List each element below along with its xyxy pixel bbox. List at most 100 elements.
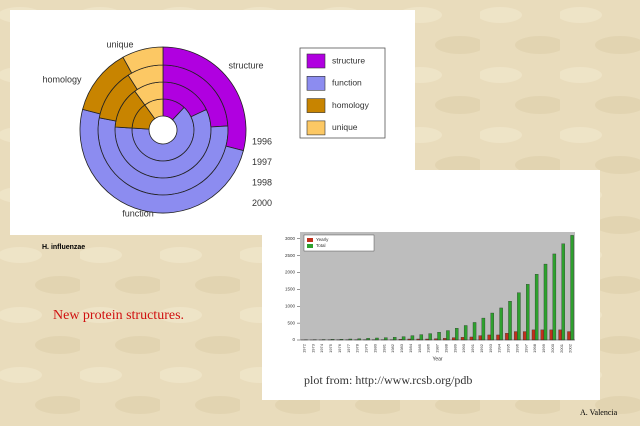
caption: New protein structures. [53, 308, 184, 323]
x-axis-label: Year [432, 356, 442, 362]
bar [508, 301, 512, 341]
x-tick-label: 1999 [541, 343, 546, 353]
x-tick-label: 1988 [443, 343, 448, 353]
ring-label: 1998 [252, 177, 272, 187]
bar [499, 307, 503, 341]
bar [460, 337, 465, 341]
y-tick-label: 1500 [285, 287, 296, 292]
bar [375, 337, 379, 341]
x-tick-label: 1991 [470, 343, 475, 353]
x-tick-label: 2000 [550, 343, 555, 353]
y-tick-label: 1000 [285, 303, 296, 308]
legend-label: unique [332, 122, 358, 132]
x-tick-label: 1992 [479, 343, 484, 353]
x-tick-label: 1981 [381, 343, 386, 353]
bar [487, 334, 491, 341]
slice-label: unique [106, 39, 133, 49]
y-tick-label: 3000 [285, 236, 296, 241]
x-tick-label: 2002 [568, 343, 573, 353]
legend-box [303, 234, 375, 252]
bar [505, 333, 509, 341]
legend-swatch [306, 98, 326, 113]
legend-label: Total [316, 243, 326, 248]
y-tick-label: 2500 [285, 253, 296, 258]
x-tick-label: 1998 [532, 343, 537, 353]
bar [451, 337, 456, 341]
bar [552, 253, 557, 341]
bar [549, 329, 553, 341]
bar [446, 330, 450, 341]
bar [570, 235, 574, 341]
bar [567, 331, 571, 341]
x-tick-label: 1996 [514, 343, 519, 353]
x-tick-label: 1977 [346, 343, 351, 353]
x-tick-label: 2001 [559, 343, 564, 353]
x-tick-label: 1985 [417, 343, 422, 353]
source: plot from: http://www.rcsb.org/pdb [304, 373, 472, 387]
legend-label: homology [332, 100, 370, 110]
pie-segment [122, 46, 164, 74]
bar [514, 331, 518, 341]
bar [496, 334, 500, 341]
legend-swatch [306, 120, 326, 136]
x-tick-label: 1974 [319, 343, 324, 353]
x-tick-label: 1983 [399, 343, 404, 353]
y-tick-label: 500 [287, 320, 295, 325]
bar [384, 337, 388, 341]
x-tick-label: 1995 [506, 343, 511, 353]
x-tick-label: 1979 [364, 343, 369, 353]
bar [478, 335, 483, 341]
x-tick-label: 1978 [355, 343, 360, 353]
x-tick-label: 1986 [426, 343, 431, 353]
bar [410, 335, 415, 341]
bar [561, 243, 565, 341]
bar [531, 329, 536, 341]
slice-label: structure [228, 60, 263, 70]
legend-swatch [307, 238, 313, 242]
bar [392, 337, 397, 341]
x-tick-label: 1987 [435, 343, 440, 353]
legend-label: structure [332, 55, 365, 65]
bar [469, 336, 474, 341]
ring-label: 1997 [252, 157, 272, 167]
author: A. Valencia [580, 408, 618, 417]
slice-label: function [122, 208, 154, 218]
bar [463, 325, 468, 341]
x-tick-label: 1993 [488, 343, 493, 353]
x-tick-label: 1994 [497, 343, 502, 353]
legend-swatch [307, 244, 313, 248]
bar [526, 284, 530, 341]
x-tick-label: 1997 [523, 343, 528, 353]
slice-label: homology [42, 74, 82, 84]
bar [481, 317, 486, 341]
legend-label: function [332, 78, 362, 88]
organism: H. influenzae [42, 244, 85, 251]
bar [419, 334, 424, 341]
bar [428, 333, 432, 341]
bar [455, 328, 459, 341]
x-tick-label: 1975 [328, 343, 333, 353]
x-tick-label: 1976 [337, 343, 342, 353]
x-tick-label: 1972 [301, 343, 306, 353]
x-tick-label: 1989 [452, 343, 457, 353]
x-tick-label: 1973 [310, 343, 315, 353]
legend-swatch [306, 53, 326, 69]
x-tick-label: 1990 [461, 343, 466, 353]
x-tick-label: 1982 [390, 343, 395, 353]
y-tick-label: 2000 [285, 270, 296, 275]
y-tick-label: 0 [292, 337, 295, 342]
x-tick-label: 1984 [408, 343, 413, 353]
bar [543, 263, 548, 341]
bar [558, 329, 562, 341]
ring-label: 2000 [252, 198, 272, 208]
bar [517, 292, 521, 341]
bar [490, 312, 494, 341]
bar [401, 336, 406, 341]
bar [522, 331, 527, 341]
ring-label: 1996 [252, 136, 272, 146]
bar [540, 329, 545, 341]
bar [472, 322, 477, 341]
bar [534, 274, 539, 341]
